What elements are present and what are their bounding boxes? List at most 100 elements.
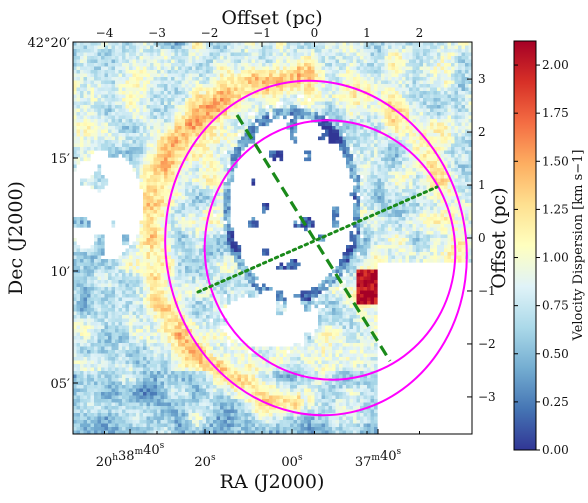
- map-pixel: [346, 94, 350, 99]
- map-pixel: [370, 84, 375, 88]
- map-pixel: [188, 63, 193, 67]
- map-pixel: [461, 80, 466, 85]
- map-pixel: [255, 73, 259, 78]
- map-pixel: [230, 147, 235, 151]
- map-pixel: [398, 140, 403, 144]
- map-pixel: [90, 143, 95, 148]
- map-pixel: [461, 161, 466, 165]
- map-pixel: [395, 171, 399, 176]
- map-pixel: [90, 91, 95, 95]
- map-pixel: [353, 52, 357, 57]
- map-pixel: [139, 52, 144, 57]
- map-pixel: [199, 129, 203, 134]
- map-pixel: [97, 115, 102, 120]
- map-pixel: [381, 217, 385, 221]
- map-pixel: [167, 171, 172, 176]
- map-pixel: [192, 91, 196, 95]
- map-pixel: [465, 45, 469, 50]
- map-pixel: [419, 140, 424, 144]
- map-pixel: [465, 164, 469, 169]
- map-pixel: [139, 73, 144, 78]
- map-pixel: [195, 115, 200, 120]
- map-pixel: [202, 178, 207, 183]
- map-pixel: [468, 203, 472, 207]
- map-pixel: [192, 224, 196, 228]
- map-pixel: [153, 140, 158, 144]
- map-pixel: [87, 150, 91, 155]
- map-pixel: [220, 49, 224, 53]
- map-pixel: [286, 87, 291, 92]
- map-pixel: [276, 80, 280, 85]
- map-pixel: [181, 220, 186, 225]
- map-pixel: [129, 108, 133, 113]
- map-pixel: [202, 42, 207, 46]
- map-pixel: [216, 73, 221, 78]
- map-pixel: [321, 70, 326, 74]
- map-pixel: [433, 66, 438, 71]
- map-pixel: [206, 206, 210, 211]
- map-pixel: [370, 192, 375, 197]
- map-pixel: [444, 210, 448, 214]
- map-pixel: [234, 143, 238, 148]
- map-pixel: [174, 59, 179, 64]
- map-pixel: [391, 171, 396, 176]
- map-pixel: [458, 199, 462, 204]
- map-pixel: [370, 80, 375, 85]
- map-pixel: [132, 84, 137, 88]
- map-pixel: [192, 157, 196, 162]
- map-pixel: [412, 210, 417, 214]
- map-pixel: [220, 56, 224, 60]
- map-pixel: [230, 234, 235, 239]
- map-pixel: [398, 192, 403, 197]
- map-pixel: [346, 59, 350, 64]
- map-pixel: [195, 66, 200, 71]
- map-pixel: [174, 94, 179, 99]
- map-pixel: [367, 234, 371, 239]
- map-pixel: [395, 112, 399, 116]
- map-pixel: [293, 63, 298, 67]
- map-pixel: [339, 143, 343, 148]
- map-pixel: [174, 206, 179, 211]
- map-pixel: [150, 115, 154, 120]
- map-pixel: [283, 112, 287, 116]
- map-pixel: [157, 206, 161, 211]
- map-pixel: [465, 196, 469, 200]
- map-pixel: [101, 42, 105, 46]
- map-pixel: [402, 154, 406, 158]
- map-pixel: [132, 70, 137, 74]
- map-pixel: [213, 70, 217, 74]
- map-pixel: [465, 77, 469, 81]
- map-pixel: [356, 108, 361, 113]
- map-pixel: [367, 91, 371, 95]
- map-pixel: [185, 56, 189, 60]
- map-pixel: [125, 52, 130, 57]
- map-pixel: [412, 178, 417, 183]
- map-pixel: [276, 150, 280, 155]
- map-pixel: [370, 66, 375, 71]
- map-pixel: [360, 143, 364, 148]
- map-pixel: [157, 143, 161, 148]
- map-pixel: [374, 175, 378, 179]
- map-pixel: [108, 115, 112, 120]
- map-pixel: [209, 101, 214, 106]
- map-pixel: [227, 168, 231, 172]
- map-pixel: [167, 224, 172, 228]
- map-pixel: [216, 52, 221, 57]
- map-pixel: [157, 105, 161, 109]
- map-pixel: [405, 171, 410, 176]
- map-pixel: [118, 94, 123, 99]
- map-pixel: [370, 189, 375, 193]
- map-pixel: [157, 189, 161, 193]
- map-pixel: [353, 206, 357, 211]
- map-pixel: [440, 122, 445, 127]
- map-pixel: [80, 45, 84, 50]
- map-pixel: [384, 178, 389, 183]
- map-pixel: [339, 66, 343, 71]
- map-pixel: [241, 70, 245, 74]
- map-pixel: [451, 164, 455, 169]
- map-pixel: [279, 98, 284, 102]
- map-pixel: [202, 101, 207, 106]
- map-pixel: [216, 227, 221, 232]
- map-pixel: [346, 42, 350, 46]
- map-pixel: [423, 77, 427, 81]
